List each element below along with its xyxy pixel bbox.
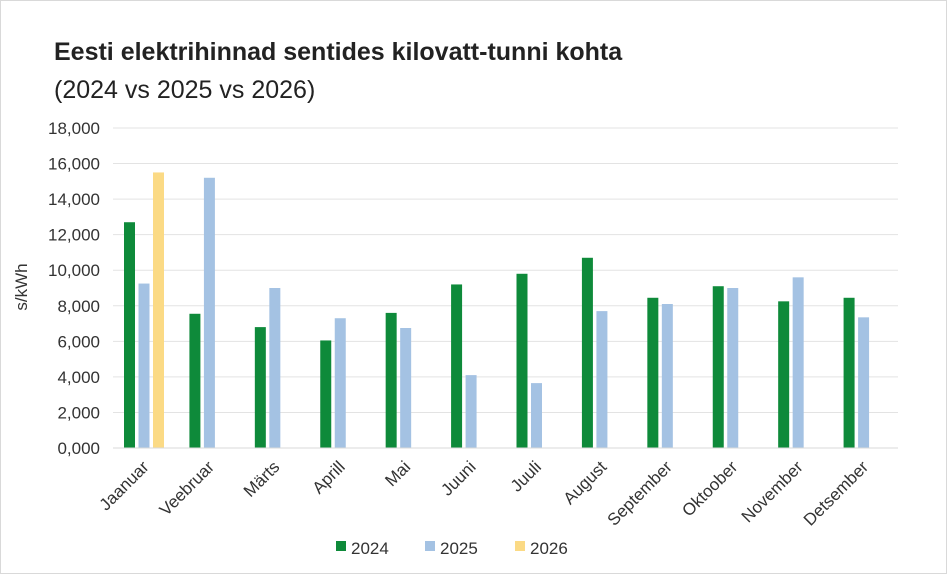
x-tick-label: Detsember	[800, 457, 872, 529]
y-tick-label: 18,000	[48, 119, 100, 138]
x-tick-label: Juuni	[437, 457, 479, 499]
bar-2025-1	[203, 177, 215, 448]
bar-2024-9	[712, 286, 724, 448]
bar-2024-10	[778, 301, 790, 448]
legend-label: 2025	[440, 539, 478, 558]
y-tick-label: 14,000	[48, 190, 100, 209]
chart-title: Eesti elektrihinnad sentides kilovatt-tu…	[54, 38, 623, 66]
bar-2024-4	[385, 312, 397, 448]
legend: 2024 2025 2026	[336, 539, 568, 558]
y-tick-label: 4,000	[57, 368, 100, 387]
y-axis-label: s/kWh	[12, 263, 31, 310]
bar-2024-6	[516, 273, 528, 448]
bar-2024-5	[451, 284, 463, 448]
x-tick-label: Jaanuar	[96, 457, 153, 514]
x-tick-label: Märts	[240, 457, 283, 500]
x-tick-label: November	[738, 457, 807, 526]
bar-2024-2	[254, 327, 266, 448]
grid-lines	[113, 127, 898, 413]
legend-swatch	[336, 541, 346, 551]
x-tick-label: Veebruar	[156, 457, 218, 519]
y-tick-label: 10,000	[48, 261, 100, 280]
x-tick-label: August	[560, 457, 611, 508]
bar-2025-10	[792, 277, 804, 448]
legend-swatch	[425, 541, 435, 551]
bars	[124, 172, 870, 448]
legend-item-2026: 2026	[515, 539, 568, 558]
y-tick-label: 8,000	[57, 297, 100, 316]
x-tick-label: Mai	[381, 457, 414, 490]
legend-label: 2026	[530, 539, 568, 558]
x-tick-label: Oktoober	[678, 457, 741, 520]
x-tick-label: Juuli	[507, 457, 545, 495]
y-tick-label: 6,000	[57, 332, 100, 351]
bar-2024-7	[581, 257, 593, 448]
y-tick-label: 2,000	[57, 403, 100, 422]
bar-2024-1	[189, 313, 201, 448]
bar-2025-7	[596, 311, 608, 448]
bar-2024-0	[124, 222, 135, 448]
legend-item-2024: 2024	[336, 539, 389, 558]
legend-item-2025: 2025	[425, 539, 478, 558]
x-axis-ticks: Jaanuar Veebruar Märts Aprill Mai Juuni Juuli A…	[96, 457, 873, 529]
y-tick-label: 12,000	[48, 226, 100, 245]
legend-label: 2024	[351, 539, 389, 558]
bar-2025-8	[661, 304, 673, 448]
x-tick-label: September	[604, 457, 676, 529]
bar-2025-4	[400, 328, 412, 448]
y-axis-ticks: 0,000 2,000 4,000 6,000 8,000 10,000 12,000 14,…	[48, 119, 100, 458]
bar-2024-8	[647, 297, 659, 448]
bar-2025-11	[858, 317, 870, 448]
y-tick-label: 16,000	[48, 155, 100, 174]
bar-2025-9	[727, 288, 739, 448]
chart-subtitle: (2024 vs 2025 vs 2026)	[54, 76, 316, 104]
bar-2025-2	[269, 288, 281, 448]
bar-2025-3	[334, 318, 346, 448]
bar-2024-3	[320, 340, 332, 448]
bar-2026-0	[153, 172, 164, 448]
legend-swatch	[515, 541, 525, 551]
bar-2025-6	[531, 383, 542, 448]
x-tick-label: Aprill	[309, 457, 349, 497]
y-tick-label: 0,000	[57, 439, 100, 458]
bar-2025-5	[465, 375, 477, 448]
bar-2024-11	[843, 297, 855, 448]
bar-2025-0	[138, 283, 150, 448]
